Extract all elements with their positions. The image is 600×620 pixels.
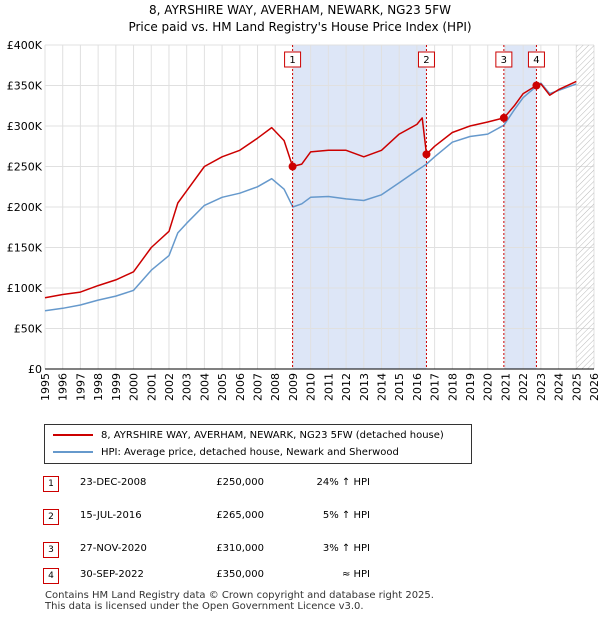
x-tick-label: 2005 [216, 373, 229, 401]
sale-row: 2 15-JUL-2016 £265,000 5% ↑ HPI [0, 507, 600, 527]
x-tick-label: 2007 [252, 373, 265, 401]
x-tick-label: 2002 [163, 373, 176, 401]
price-chart: 1 2 3 4 £0 £50K £100K £150K £200K £250K £300K £350… [7, 39, 600, 401]
sale-price: £265,000 [216, 510, 264, 521]
property-price-line [44, 80, 577, 299]
x-tick-label: 2016 [411, 373, 424, 401]
footer: Contains HM Land Registry data © Crown c… [45, 590, 434, 612]
y-tick-label: £200K [7, 201, 43, 214]
x-tick-label: 2012 [340, 373, 353, 401]
sale-number-badge: 2 [43, 509, 59, 525]
y-tick-label: £400K [7, 39, 43, 52]
x-tick-label: 2010 [305, 373, 318, 401]
x-tick-label: 2004 [198, 373, 211, 401]
y-tick-label: £250K [7, 161, 43, 174]
footer-copyright: Contains HM Land Registry data © Crown c… [45, 590, 434, 601]
x-tick-label: 2017 [429, 373, 442, 401]
sale-date: 23-DEC-2008 [80, 477, 147, 488]
sale-marker-badge [527, 51, 545, 68]
y-tick-label: £50K [14, 323, 43, 336]
legend: 8, AYRSHIRE WAY, AVERHAM, NEWARK, NG23 5… [44, 424, 472, 464]
sale-marker-label: 2 [423, 55, 429, 66]
sale-number-badge: 1 [43, 476, 59, 492]
x-tick-label: 1997 [74, 373, 87, 401]
sale-price: £350,000 [216, 569, 264, 580]
sale-row: 1 23-DEC-2008 £250,000 24% ↑ HPI [0, 474, 600, 494]
x-tick-label: 2003 [181, 373, 194, 401]
sale-price: £250,000 [216, 477, 264, 488]
y-tick-label: £350K [7, 80, 43, 93]
sale-point [288, 162, 297, 171]
sale-marker-badge [495, 51, 513, 68]
x-tick-label: 2006 [234, 373, 247, 401]
x-tick-label: 2022 [517, 373, 530, 401]
x-tick-label: 2025 [570, 373, 583, 401]
sale-marker-badge [417, 51, 435, 68]
x-tick-label: 1995 [39, 373, 52, 401]
sale-row: 4 30-SEP-2022 £350,000 ≈ HPI [0, 566, 600, 586]
x-tick-label: 2001 [145, 373, 158, 401]
sale-hpi-comparison: 3% ↑ HPI [322, 543, 370, 554]
x-tick-label: 2020 [482, 373, 495, 401]
x-tick-label: 2018 [446, 373, 459, 401]
x-tick-label: 2014 [375, 373, 388, 401]
sale-number-badge: 4 [43, 568, 59, 584]
legend-hpi-label: HPI: Average price, detached house, Newa… [101, 447, 399, 458]
hpi-line-swatch [53, 451, 93, 453]
x-tick-label: 2011 [322, 373, 335, 401]
sale-hpi-comparison: 5% ↑ HPI [322, 510, 370, 521]
x-tick-label: 1996 [57, 373, 70, 401]
footer-licence: This data is licensed under the Open Gov… [45, 601, 364, 612]
sale-point [499, 113, 508, 122]
x-tick-label: 2015 [393, 373, 406, 401]
x-tick-label: 2009 [287, 373, 300, 401]
x-tick-label: 1998 [92, 373, 105, 401]
x-tick-label: 2000 [128, 373, 141, 401]
x-tick-label: 2013 [358, 373, 371, 401]
x-tick-label: 2023 [535, 373, 548, 401]
sale-marker-badge [284, 51, 302, 68]
x-tick-label: 2019 [464, 373, 477, 401]
legend-item-property: 8, AYRSHIRE WAY, AVERHAM, NEWARK, NG23 5… [53, 428, 444, 444]
sale-number-badge: 3 [43, 542, 59, 558]
sale-date: 15-JUL-2016 [80, 510, 142, 521]
legend-item-hpi: HPI: Average price, detached house, Newa… [53, 445, 399, 461]
sale-marker-label: 4 [533, 55, 539, 66]
y-tick-label: £100K [7, 282, 43, 295]
sale-hpi-comparison: 24% ↑ HPI [316, 477, 370, 488]
forecast-region [576, 45, 594, 369]
legend-property-label: 8, AYRSHIRE WAY, AVERHAM, NEWARK, NG23 5… [101, 430, 444, 441]
sale-row: 3 27-NOV-2020 £310,000 3% ↑ HPI [0, 540, 600, 560]
x-tick-label: 2008 [269, 373, 282, 401]
x-tick-label: 1999 [110, 373, 123, 401]
sale-hpi-comparison: ≈ HPI [341, 569, 370, 580]
property-line-swatch [53, 434, 93, 436]
hpi-line [44, 82, 577, 312]
sale-date: 30-SEP-2022 [80, 569, 144, 580]
y-tick-label: £300K [7, 120, 43, 133]
sale-date: 27-NOV-2020 [80, 543, 147, 554]
sale-marker-label: 3 [501, 55, 507, 66]
sale-point [532, 81, 541, 90]
sale-marker-label: 1 [289, 55, 295, 66]
x-tick-label: 2024 [553, 373, 566, 401]
chart-title: 8, AYRSHIRE WAY, AVERHAM, NEWARK, NG23 5… [149, 3, 451, 17]
y-tick-label: £150K [7, 242, 43, 255]
x-tick-label: 2021 [499, 373, 512, 401]
sale-price: £310,000 [216, 543, 264, 554]
y-tick-label: £0 [28, 363, 42, 376]
sale-point [422, 150, 431, 159]
x-tick-label: 2026 [588, 373, 600, 401]
chart-subtitle: Price paid vs. HM Land Registry's House … [128, 20, 472, 34]
